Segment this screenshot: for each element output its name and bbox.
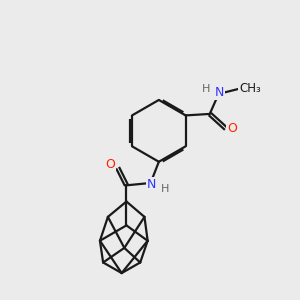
Text: N: N: [147, 178, 157, 191]
Text: O: O: [105, 158, 115, 171]
Text: H: H: [161, 184, 170, 194]
Text: O: O: [227, 122, 237, 135]
Text: H: H: [202, 84, 210, 94]
Text: CH₃: CH₃: [239, 82, 261, 94]
Text: N: N: [215, 86, 224, 99]
